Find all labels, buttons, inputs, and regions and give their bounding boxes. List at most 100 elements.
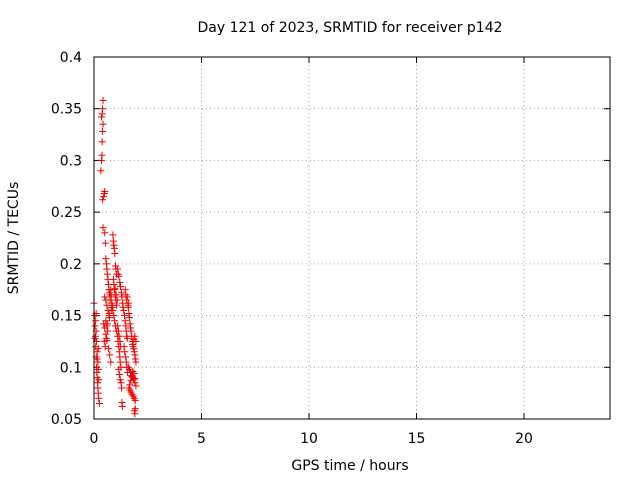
data-point bbox=[116, 376, 124, 384]
data-point bbox=[114, 265, 122, 273]
data-point bbox=[131, 355, 139, 363]
plot-frame bbox=[93, 56, 611, 420]
data-point bbox=[115, 272, 123, 280]
data-point bbox=[130, 345, 138, 353]
data-point bbox=[101, 293, 109, 301]
data-point bbox=[132, 382, 140, 390]
data-point bbox=[109, 275, 117, 283]
data-point bbox=[111, 285, 119, 293]
y-tick-label: 0.35 bbox=[51, 102, 82, 118]
data-point bbox=[101, 239, 109, 247]
data-point bbox=[131, 405, 139, 413]
data-point bbox=[105, 345, 113, 353]
data-point bbox=[105, 314, 113, 322]
data-point bbox=[107, 358, 115, 366]
data-point bbox=[94, 358, 102, 366]
data-point bbox=[116, 278, 124, 286]
data-point bbox=[130, 335, 138, 343]
data-point bbox=[93, 348, 101, 356]
data-point bbox=[99, 96, 107, 104]
data-point bbox=[109, 306, 117, 314]
data-point bbox=[95, 376, 103, 384]
data-points bbox=[90, 96, 140, 418]
data-point bbox=[118, 384, 126, 392]
data-point bbox=[95, 394, 103, 402]
x-tick-label: 5 bbox=[197, 431, 206, 447]
data-point bbox=[113, 301, 121, 309]
data-point bbox=[131, 396, 139, 404]
data-point bbox=[118, 403, 126, 411]
y-tick-label: 0.15 bbox=[51, 309, 82, 325]
data-point bbox=[126, 381, 134, 389]
data-point bbox=[121, 286, 129, 294]
y-tick-label: 0.1 bbox=[60, 360, 82, 376]
data-point bbox=[115, 327, 123, 335]
data-point bbox=[109, 231, 117, 239]
x-tick-label: 10 bbox=[300, 431, 318, 447]
data-point bbox=[98, 113, 106, 121]
data-point bbox=[125, 310, 133, 318]
data-point bbox=[115, 365, 123, 373]
data-point bbox=[101, 187, 109, 195]
data-point bbox=[91, 322, 99, 330]
data-point bbox=[115, 371, 123, 379]
data-point bbox=[91, 334, 99, 342]
data-point bbox=[120, 306, 128, 314]
data-point bbox=[130, 369, 138, 377]
data-point bbox=[111, 291, 119, 299]
data-point bbox=[110, 286, 118, 294]
data-point bbox=[98, 138, 106, 146]
data-point bbox=[123, 334, 131, 342]
data-point bbox=[131, 375, 139, 383]
data-point bbox=[99, 127, 107, 135]
data-point bbox=[122, 358, 130, 366]
data-point bbox=[95, 399, 103, 407]
y-axis-label: SRMTID / TECUs bbox=[6, 182, 22, 295]
data-point bbox=[124, 299, 132, 307]
data-point bbox=[127, 327, 135, 335]
data-point bbox=[114, 322, 122, 330]
data-point bbox=[102, 255, 110, 263]
data-point bbox=[110, 312, 118, 320]
data-point bbox=[132, 358, 140, 366]
data-point bbox=[98, 151, 106, 159]
data-point bbox=[111, 250, 119, 258]
data-point bbox=[103, 336, 111, 344]
y-tick-label: 0.4 bbox=[60, 50, 82, 66]
data-point bbox=[131, 332, 139, 340]
x-tick-label: 20 bbox=[515, 431, 533, 447]
x-tick-label: 0 bbox=[90, 431, 99, 447]
data-point bbox=[99, 196, 107, 204]
data-point bbox=[123, 296, 131, 304]
y-tick-label: 0.3 bbox=[60, 153, 82, 169]
data-point bbox=[127, 377, 135, 385]
data-point bbox=[121, 348, 129, 356]
data-point bbox=[121, 317, 129, 325]
chart-title: Day 121 of 2023, SRMTID for receiver p14… bbox=[197, 20, 502, 36]
data-point bbox=[116, 358, 124, 366]
data-point bbox=[94, 365, 102, 373]
data-point bbox=[107, 293, 115, 301]
data-point bbox=[116, 337, 124, 345]
data-point bbox=[101, 324, 109, 332]
data-point bbox=[100, 320, 108, 328]
data-point bbox=[125, 314, 133, 322]
data-point bbox=[99, 120, 107, 128]
y-tick-label: 0.05 bbox=[51, 412, 82, 428]
data-point bbox=[106, 351, 114, 359]
data-point bbox=[93, 355, 101, 363]
data-point bbox=[111, 317, 119, 325]
data-point bbox=[102, 330, 110, 338]
data-point bbox=[112, 296, 120, 304]
data-point bbox=[116, 283, 124, 291]
data-point bbox=[99, 105, 107, 113]
data-point bbox=[94, 345, 102, 353]
data-point bbox=[100, 193, 108, 201]
x-tick-label: 15 bbox=[408, 431, 426, 447]
data-point bbox=[99, 224, 107, 232]
data-point bbox=[120, 343, 128, 351]
data-point bbox=[123, 293, 131, 301]
data-point bbox=[101, 229, 109, 237]
